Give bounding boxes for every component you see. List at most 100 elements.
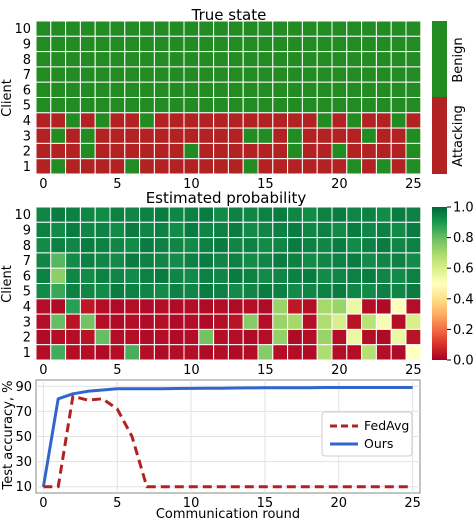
true-state-cell-client10-round13 bbox=[227, 20, 244, 37]
estimated-probability-cell-client1-round5 bbox=[109, 344, 126, 361]
estimated-probability-cell-client9-round9 bbox=[168, 221, 185, 239]
true-state-cell-client2-round20 bbox=[331, 142, 348, 160]
estimated-probability-cell-client7-round10 bbox=[183, 252, 200, 269]
true-state-cell-client7-round14 bbox=[242, 66, 259, 83]
true-state-cell-client1-round13 bbox=[227, 158, 244, 175]
true-state-cell-client9-round5 bbox=[109, 35, 126, 53]
true-state-cell-client1-round0 bbox=[35, 158, 52, 175]
true-state-cell-client3-round9 bbox=[168, 127, 185, 144]
true-state-cell-client1-round9 bbox=[168, 158, 185, 175]
estimated-probability-ytick-10: 10 bbox=[14, 208, 31, 223]
estimated-probability-cell-client8-round9 bbox=[168, 237, 185, 254]
true-state-cell-client8-round25 bbox=[405, 51, 422, 68]
true-state-cell-client1-round14 bbox=[242, 158, 259, 175]
true-state-cell-client3-round17 bbox=[287, 127, 303, 144]
true-state-cell-client2-round6 bbox=[124, 142, 141, 160]
true-state-cell-client8-round5 bbox=[109, 51, 126, 68]
true-state-cell-client4-round17 bbox=[287, 112, 303, 129]
estimated-probability-cell-client7-round21 bbox=[346, 252, 363, 269]
true-state-cell-client6-round11 bbox=[198, 81, 215, 98]
estimated-probability-cell-client7-round5 bbox=[109, 252, 126, 269]
estimated-probability-cell-client3-round13 bbox=[227, 313, 244, 330]
true-state-cell-client10-round8 bbox=[153, 20, 170, 37]
true-state-cell-client5-round4 bbox=[94, 97, 111, 114]
true-state-cell-client7-round25 bbox=[405, 66, 422, 83]
estimated-probability-cell-client4-round0 bbox=[35, 298, 52, 315]
true-state-cell-client3-round19 bbox=[316, 127, 333, 144]
estimated-probability-cell-client3-round24 bbox=[390, 313, 407, 330]
true-state-cell-client9-round6 bbox=[124, 35, 141, 53]
estimated-probability-cell-client2-round14 bbox=[242, 328, 259, 346]
true-state-cell-client9-round0 bbox=[35, 35, 52, 53]
estimated-probability-cell-client9-round4 bbox=[94, 221, 111, 239]
estimated-probability-cell-client9-round20 bbox=[331, 221, 348, 239]
estimated-probability-cell-client10-round23 bbox=[375, 206, 392, 223]
true-state-cell-client5-round9 bbox=[168, 97, 185, 114]
estimated-probability-cell-client4-round17 bbox=[287, 298, 303, 315]
estimated-probability-cell-client8-round0 bbox=[35, 237, 52, 254]
estimated-probability-cell-client1-round6 bbox=[124, 344, 141, 361]
true-state-cell-client6-round23 bbox=[375, 81, 392, 98]
estimated-probability-cell-client8-round24 bbox=[390, 237, 407, 254]
estimated-probability-cell-client1-round22 bbox=[361, 344, 377, 361]
true-state-cell-client5-round22 bbox=[361, 97, 377, 114]
true-state-cell-client8-round8 bbox=[153, 51, 170, 68]
estimated-probability-cell-client3-round1 bbox=[50, 313, 67, 330]
accuracy-xtick-0: 0 bbox=[39, 496, 47, 511]
true-state-cell-client10-round17 bbox=[287, 20, 303, 37]
true-state-cell-client4-round16 bbox=[272, 112, 289, 129]
true-state-cell-client2-round24 bbox=[390, 142, 407, 160]
estimated-probability-cell-client4-round14 bbox=[242, 298, 259, 315]
estimated-probability-cell-client8-round23 bbox=[375, 237, 392, 254]
estimated-probability-ytick-6: 6 bbox=[23, 269, 31, 284]
estimated-probability-cell-client8-round25 bbox=[405, 237, 422, 254]
true-state-cell-client3-round12 bbox=[213, 127, 229, 144]
colorbar-tick-0.6: 0.6 bbox=[453, 262, 474, 277]
true-state-cell-client2-round17 bbox=[287, 142, 303, 160]
true-state-cell-client1-round15 bbox=[257, 158, 274, 175]
true-state-cell-client7-round5 bbox=[109, 66, 126, 83]
true-state-cell-client6-round4 bbox=[94, 81, 111, 98]
true-state-cell-client5-round7 bbox=[139, 97, 155, 114]
estimated-probability-cell-client2-round6 bbox=[124, 328, 141, 346]
estimated-probability-cell-client10-round21 bbox=[346, 206, 363, 223]
estimated-probability-cell-client6-round7 bbox=[139, 267, 155, 285]
estimated-probability-cell-client6-round24 bbox=[390, 267, 407, 285]
true-state-ylabel: Client bbox=[0, 79, 15, 117]
true-state-ytick-2: 2 bbox=[23, 145, 31, 160]
true-state-cell-client7-round12 bbox=[213, 66, 229, 83]
estimated-probability-cell-client6-round20 bbox=[331, 267, 348, 285]
true-state-cell-client6-round21 bbox=[346, 81, 363, 98]
estimated-probability-cell-client10-round17 bbox=[287, 206, 303, 223]
estimated-probability-cell-client9-round11 bbox=[198, 221, 215, 239]
true-state-cell-client6-round3 bbox=[79, 81, 96, 98]
estimated-probability-cell-client8-round3 bbox=[79, 237, 96, 254]
true-state-cell-client9-round19 bbox=[316, 35, 333, 53]
true-state-cell-client8-round11 bbox=[198, 51, 215, 68]
true-state-xtick-25: 25 bbox=[405, 177, 422, 192]
estimated-probability-cell-client4-round23 bbox=[375, 298, 392, 315]
estimated-probability-cell-client5-round11 bbox=[198, 283, 215, 300]
true-state-cell-client1-round6 bbox=[124, 158, 141, 175]
estimated-probability-cell-client1-round14 bbox=[242, 344, 259, 361]
true-state-cell-client9-round3 bbox=[79, 35, 96, 53]
estimated-probability-cell-client9-round13 bbox=[227, 221, 244, 239]
estimated-probability-cell-client7-round22 bbox=[361, 252, 377, 269]
accuracy-legend: FedAvg Ours bbox=[321, 411, 413, 457]
accuracy-ytick-90: 90 bbox=[15, 380, 32, 395]
estimated-probability-cell-client6-round2 bbox=[65, 267, 81, 285]
estimated-probability-cell-client6-round21 bbox=[346, 267, 363, 285]
estimated-probability-cell-client8-round17 bbox=[287, 237, 303, 254]
true-state-cell-client9-round25 bbox=[405, 35, 422, 53]
true-state-cell-client10-round22 bbox=[361, 20, 377, 37]
true-state-cell-client5-round1 bbox=[50, 97, 67, 114]
estimated-probability-cell-client2-round21 bbox=[346, 328, 363, 346]
true-state-cell-client8-round19 bbox=[316, 51, 333, 68]
true-state-cell-client8-round16 bbox=[272, 51, 289, 68]
true-state-cell-client2-round4 bbox=[94, 142, 111, 160]
true-state-cell-client5-round5 bbox=[109, 97, 126, 114]
estimated-probability-cell-client3-round12 bbox=[213, 313, 229, 330]
estimated-probability-cell-client6-round23 bbox=[375, 267, 392, 285]
estimated-probability-cell-client8-round16 bbox=[272, 237, 289, 254]
true-state-cell-client1-round17 bbox=[287, 158, 303, 175]
